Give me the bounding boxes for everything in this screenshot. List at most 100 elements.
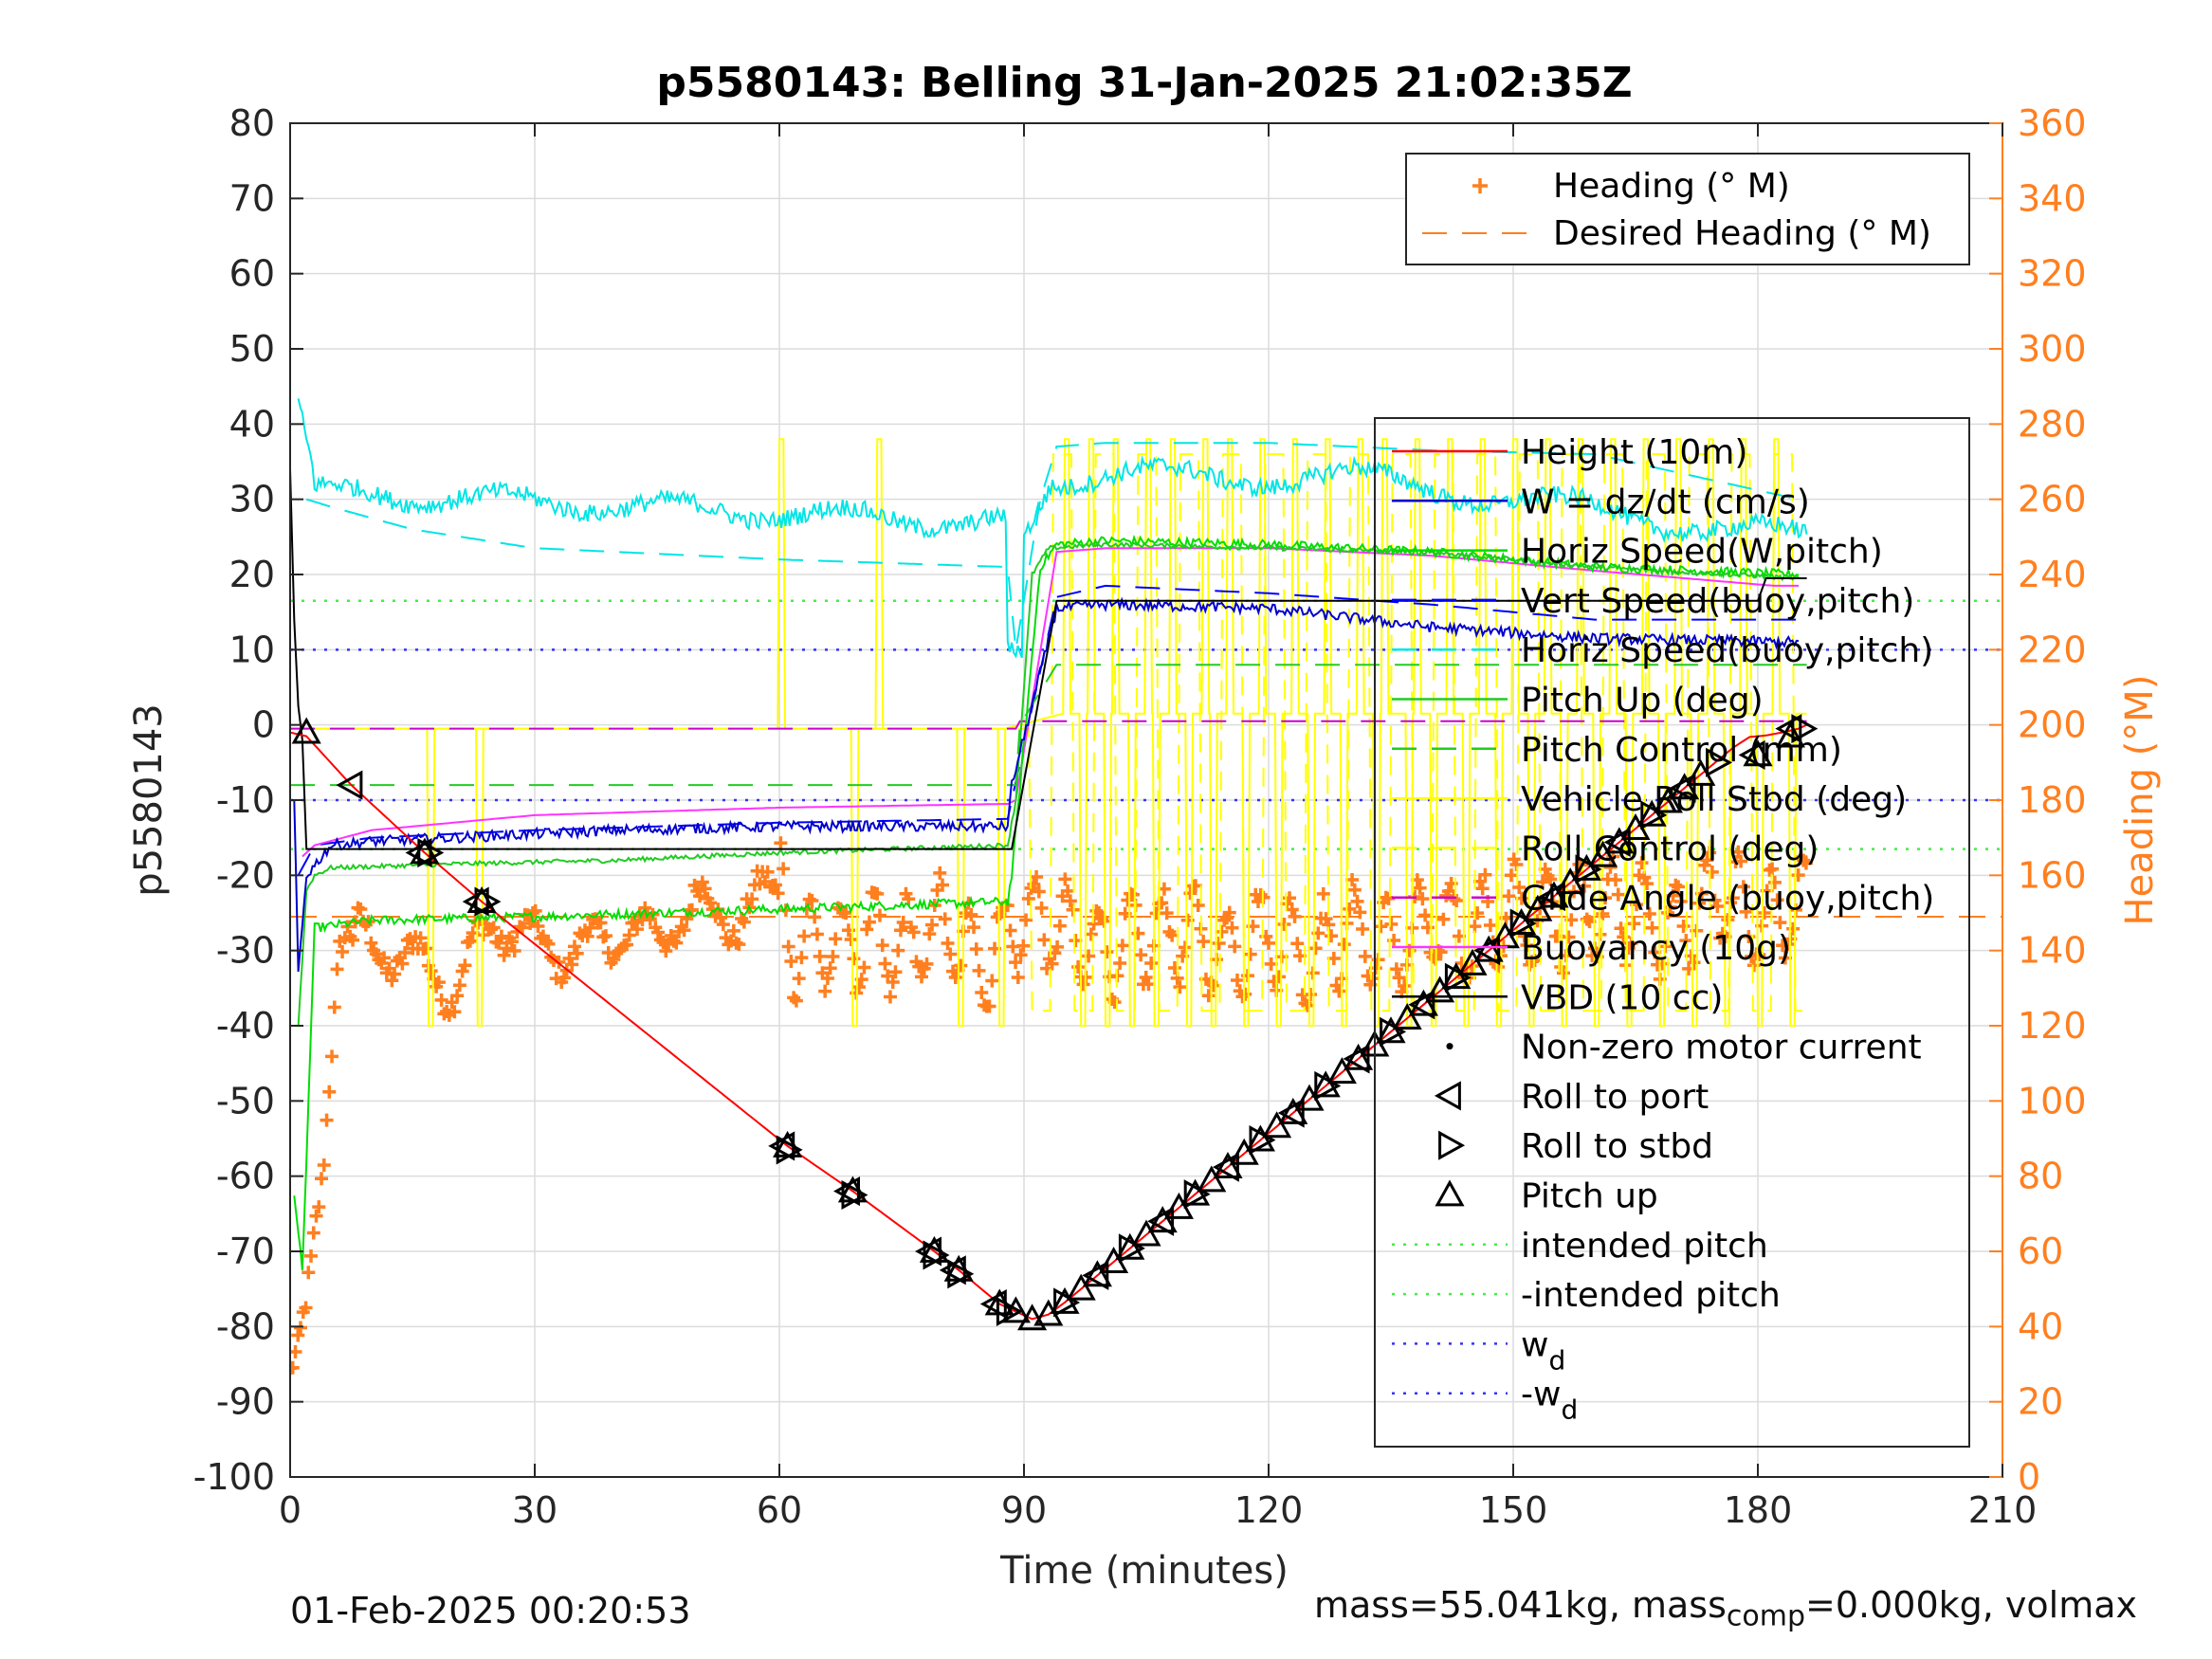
roll-port-marker xyxy=(1738,739,1765,770)
heading-point xyxy=(789,994,803,1008)
heading-point xyxy=(583,921,597,935)
heading-point xyxy=(1770,893,1784,907)
roll-stbd-marker xyxy=(776,1135,803,1165)
heading-point xyxy=(1799,856,1813,870)
heading-point xyxy=(920,957,934,971)
legend-label-glide_angle: Glide Angle (buoy,pitch) xyxy=(1521,880,1934,919)
heading-point xyxy=(1475,882,1490,896)
left-y-axis-label: p5580143 xyxy=(127,703,171,897)
heading-point xyxy=(1003,923,1017,938)
right-y-tick-label: 40 xyxy=(2018,1305,2063,1347)
heading-point xyxy=(902,892,916,906)
roll-port-marker xyxy=(1408,990,1435,1020)
heading-point xyxy=(1212,937,1226,951)
roll-port-marker xyxy=(1603,827,1631,857)
heading-point xyxy=(354,902,368,916)
w-series xyxy=(293,596,1800,973)
heading-point xyxy=(886,975,900,989)
heading-point xyxy=(1134,948,1148,962)
heading-point xyxy=(847,952,861,966)
heading-point xyxy=(1773,916,1787,930)
heading-point xyxy=(1420,921,1435,935)
heading-point xyxy=(1767,875,1782,889)
heading-legend-label: Heading (° M) xyxy=(1553,167,1790,206)
roll-stbd-marker xyxy=(1183,1179,1211,1210)
roll-port-marker xyxy=(1212,1152,1239,1182)
right-y-tick-label: 220 xyxy=(2018,629,2087,670)
left-y-tick-label: 50 xyxy=(229,328,275,370)
x-tick-label: 150 xyxy=(1479,1489,1548,1531)
pitch-up-marker xyxy=(1539,881,1569,908)
right-y-tick-label: 180 xyxy=(2018,779,2087,821)
heading-point xyxy=(1347,883,1362,897)
heading-point xyxy=(434,993,448,1007)
heading-point xyxy=(317,1158,331,1172)
roll-series xyxy=(290,438,1807,1027)
heading-point xyxy=(954,958,968,973)
left-y-tick-label: 20 xyxy=(229,554,275,595)
heading-point xyxy=(1384,917,1398,931)
pitch-up-marker xyxy=(1310,1070,1341,1098)
x-tick-label: 60 xyxy=(757,1489,802,1531)
heading-point xyxy=(933,866,947,880)
chart-title: p5580143: Belling 31-Jan-2025 21:02:35Z xyxy=(656,59,1632,107)
roll-stbd-marker xyxy=(1791,714,1819,744)
heading-point xyxy=(1450,893,1464,907)
roll-port-marker xyxy=(1669,773,1696,803)
heading-point xyxy=(1230,974,1244,988)
heading-point xyxy=(818,984,832,998)
series-legend-box xyxy=(1374,417,1970,1448)
left-y-tick-label: -40 xyxy=(216,1005,275,1047)
heading-point xyxy=(964,907,978,921)
heading-point xyxy=(693,889,707,903)
heading-point xyxy=(732,938,746,952)
heading-point xyxy=(330,962,344,976)
heading-point xyxy=(1556,966,1570,980)
heading-point xyxy=(860,922,874,937)
x-tick-label: 180 xyxy=(1724,1489,1793,1531)
heading-point xyxy=(857,960,871,975)
left-y-tick-label: -20 xyxy=(216,854,275,896)
heading-point xyxy=(1076,977,1090,992)
legend-label-roll_port: Roll to port xyxy=(1521,1078,1709,1117)
roll-stbd-marker xyxy=(1118,1233,1145,1264)
heading-point xyxy=(1034,901,1049,915)
heading-point xyxy=(862,915,876,929)
heading-point xyxy=(1666,888,1680,902)
roll-stbd-marker xyxy=(1575,854,1602,884)
roll-stbd-marker xyxy=(474,886,502,917)
heading-point xyxy=(669,936,684,950)
heading-point xyxy=(395,957,410,971)
left-y-tick-label: -90 xyxy=(216,1381,275,1423)
right-y-tick-label: 240 xyxy=(2018,554,2087,595)
pitch-up-marker xyxy=(1326,1057,1357,1085)
heading-point xyxy=(1201,989,1216,1003)
heading-point xyxy=(486,921,501,935)
roll-stbd-marker xyxy=(1444,962,1472,993)
roll-stbd-marker xyxy=(923,1240,950,1270)
heading-point xyxy=(760,865,775,879)
heading-point xyxy=(1217,913,1232,927)
right-y-tick-label: 340 xyxy=(2018,177,2087,219)
left-y-tick-label: -60 xyxy=(216,1156,275,1197)
heading-point xyxy=(1343,902,1357,916)
desired-heading-legend-label: Desired Heading (° M) xyxy=(1553,214,1931,253)
horiz-speed-buoy-measured-series xyxy=(297,398,1808,659)
heading-point xyxy=(1721,913,1735,927)
heading-point xyxy=(745,892,759,906)
heading-point xyxy=(1710,900,1725,914)
x-tick-label: 120 xyxy=(1234,1489,1304,1531)
legend-subscript: d xyxy=(1548,1344,1565,1376)
heading-point xyxy=(781,939,795,954)
heading-point xyxy=(1144,956,1159,970)
pitch_control-series xyxy=(290,664,1807,787)
heading-point xyxy=(1089,903,1104,918)
heading-point xyxy=(1734,854,1748,868)
heading-point xyxy=(497,948,511,962)
heading-point xyxy=(870,886,885,901)
right-y-tick-label: 360 xyxy=(2018,102,2087,144)
heading-point xyxy=(914,970,928,984)
right-y-tick-label: 140 xyxy=(2018,930,2087,972)
heading-point xyxy=(1504,868,1518,883)
heading-legend-marker xyxy=(1472,178,1488,193)
